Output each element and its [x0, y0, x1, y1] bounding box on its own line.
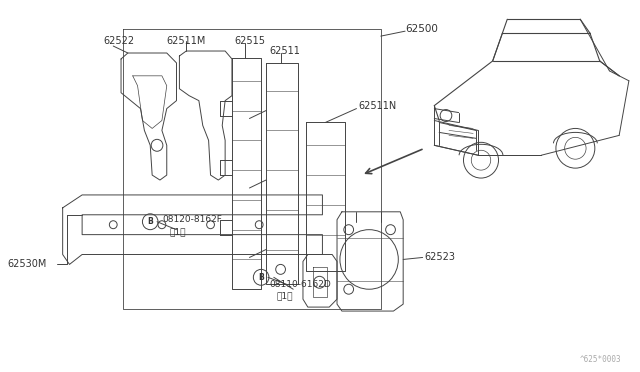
Text: B: B — [147, 217, 153, 226]
Text: B: B — [259, 273, 264, 282]
Text: 08110-6162D: 08110-6162D — [269, 280, 331, 289]
Text: 62522: 62522 — [104, 36, 134, 46]
Text: 62511M: 62511M — [167, 36, 206, 46]
Text: 62500: 62500 — [405, 24, 438, 34]
Text: 62511: 62511 — [269, 46, 300, 56]
Text: （1）: （1） — [276, 292, 293, 301]
Text: 62511N: 62511N — [358, 100, 397, 110]
Text: 62530M: 62530M — [8, 259, 47, 269]
Text: 08120-8162F: 08120-8162F — [162, 215, 222, 224]
Text: （1）: （1） — [170, 227, 186, 236]
Text: 62515: 62515 — [235, 36, 266, 46]
Text: 62523: 62523 — [424, 253, 456, 263]
Text: ^625*0003: ^625*0003 — [579, 355, 621, 364]
